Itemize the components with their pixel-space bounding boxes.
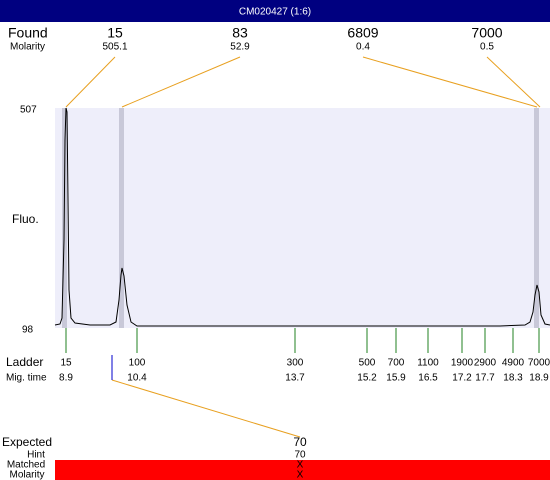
ladder-time: 18.9 (529, 373, 549, 384)
hint-label: Hint (27, 450, 45, 461)
ladder-size: 100 (129, 358, 146, 369)
plot-area (55, 108, 550, 328)
found-molarity: 0.4 (356, 42, 370, 53)
found-molarity: 0.5 (480, 42, 494, 53)
ladder-size: 2900 (474, 358, 497, 369)
matched-label: Matched (7, 460, 45, 471)
mig-time-label: Mig. time (6, 373, 47, 384)
ladder-size: 500 (359, 358, 376, 369)
ladder-size: 700 (388, 358, 405, 369)
molarity-label: Molarity (10, 42, 45, 53)
molarity-value: X (297, 470, 304, 480)
ladder-size: 7000 (528, 358, 550, 369)
hint-value: 70 (294, 450, 306, 461)
ladder-time: 16.5 (418, 373, 438, 384)
ladder-time: 18.3 (503, 373, 523, 384)
ladder-time: 17.7 (475, 373, 495, 384)
y-max-label: 507 (20, 105, 37, 116)
expected-label: Expected (2, 435, 52, 449)
ladder-time: 17.2 (452, 373, 472, 384)
title-bar (0, 0, 550, 22)
y-min-label: 98 (22, 325, 34, 336)
ladder-time: 15.9 (386, 373, 406, 384)
expected-value: 70 (293, 435, 307, 449)
y-axis-label: Fluo. (12, 212, 39, 226)
found-label: Found (8, 25, 48, 41)
peak-band (119, 108, 124, 328)
molarity-row-label: Molarity (9, 470, 44, 480)
found-size: 83 (232, 25, 248, 41)
matched-value: X (297, 460, 304, 471)
ladder-time: 10.4 (127, 373, 147, 384)
ladder-size: 1100 (417, 358, 439, 369)
ladder-size: 4900 (502, 358, 525, 369)
ladder-time: 15.2 (357, 373, 377, 384)
ladder-size: 15 (60, 358, 72, 369)
ladder-label: Ladder (6, 355, 43, 369)
found-molarity: 505.1 (102, 42, 127, 53)
ladder-time: 8.9 (59, 373, 73, 384)
found-size: 15 (107, 25, 123, 41)
title: CM020427 (1:6) (239, 7, 311, 18)
peak-band (534, 108, 539, 328)
match-bar (55, 460, 550, 480)
ladder-time: 13.7 (285, 373, 305, 384)
found-connectors (65, 56, 541, 438)
trace (54, 107, 550, 327)
found-molarity: 52.9 (230, 42, 250, 53)
found-size: 7000 (471, 25, 502, 41)
found-size: 6809 (347, 25, 378, 41)
ladder-size: 1900 (451, 358, 474, 369)
ladder-size: 300 (287, 358, 304, 369)
